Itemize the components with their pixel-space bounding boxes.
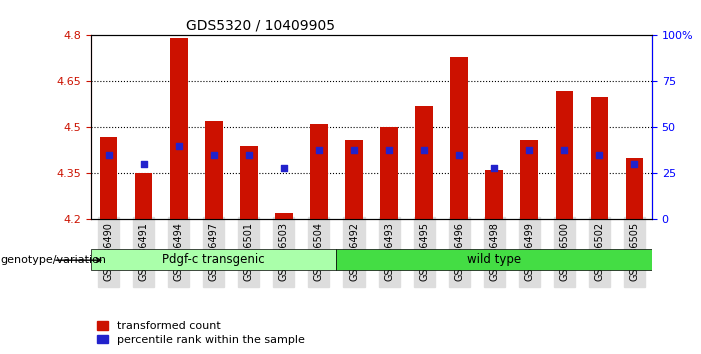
Bar	[381, 127, 398, 219]
Text: Pdgf-c transgenic: Pdgf-c transgenic	[163, 253, 265, 266]
Point	[559, 147, 570, 152]
Point	[278, 165, 290, 171]
Point	[138, 161, 149, 167]
Text: wild type: wild type	[467, 253, 522, 266]
Bar	[486, 170, 503, 219]
Bar	[451, 57, 468, 219]
Bar	[135, 173, 153, 219]
Bar	[205, 121, 223, 219]
Point	[103, 152, 114, 158]
Bar	[170, 39, 188, 219]
Text: GDS5320 / 10409905: GDS5320 / 10409905	[186, 19, 336, 33]
Legend: transformed count, percentile rank within the sample: transformed count, percentile rank withi…	[97, 321, 304, 345]
Bar	[275, 213, 293, 219]
Text: genotype/variation: genotype/variation	[0, 255, 106, 265]
Point	[243, 152, 254, 158]
Bar	[240, 146, 258, 219]
Point	[524, 147, 535, 152]
Bar	[416, 106, 433, 219]
Bar	[346, 140, 363, 219]
FancyBboxPatch shape	[91, 249, 336, 270]
Point	[489, 165, 500, 171]
Point	[348, 147, 360, 152]
Bar	[100, 137, 118, 219]
Point	[383, 147, 395, 152]
FancyBboxPatch shape	[336, 249, 652, 270]
Bar	[311, 124, 328, 219]
Point	[629, 161, 640, 167]
Point	[208, 152, 219, 158]
Point	[454, 152, 465, 158]
Bar	[521, 140, 538, 219]
Bar	[556, 91, 573, 219]
Point	[313, 147, 325, 152]
Bar	[626, 158, 644, 219]
Bar	[591, 97, 608, 219]
Point	[173, 143, 184, 149]
Point	[418, 147, 430, 152]
Point	[594, 152, 605, 158]
